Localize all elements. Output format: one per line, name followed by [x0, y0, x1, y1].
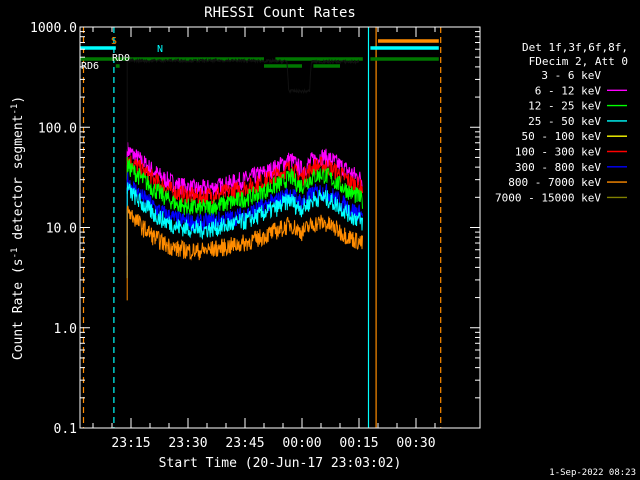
x-tick-label: 00:00 — [282, 436, 321, 451]
legend-label: 300 - 800 keV — [515, 161, 601, 174]
chart-title: RHESSI Count Rates — [204, 5, 356, 21]
series-line-3-6-kev — [126, 57, 360, 95]
y-axis-label-main: Count Rate (s — [11, 258, 26, 360]
x-tick-label: 23:45 — [225, 436, 264, 451]
y-tick-label: 1000.0 — [30, 21, 77, 36]
series-line-25-50-kev — [126, 182, 363, 240]
y-tick-label: 100.0 — [38, 121, 77, 136]
legend-label: 3 - 6 keV — [541, 69, 601, 82]
y-tick-label: 0.1 — [54, 422, 77, 437]
x-tick-label: 00:15 — [339, 436, 378, 451]
footer-timestamp: 1-Sep-2022 08:23 — [549, 468, 636, 478]
y-tick-label: 10.0 — [46, 222, 77, 237]
plot-area — [80, 27, 442, 428]
legend-header: Det 1f,3f,6f,8f, — [522, 41, 628, 54]
y-axis-label: Count Rate (s-1 detector segment-1) — [10, 96, 26, 360]
legend-label: 7000 - 15000 keV — [495, 191, 601, 204]
flag-label-s: S — [111, 36, 117, 47]
series-line-100-300-kev — [126, 155, 363, 206]
legend-label: 12 - 25 keV — [528, 100, 601, 113]
legend-header: FDecim 2, Att 0 — [529, 55, 628, 68]
y-tick-label: 1.0 — [54, 322, 77, 337]
x-tick-label: 00:30 — [396, 436, 435, 451]
series-line-6-12-kev — [126, 142, 363, 197]
flag-label-rd0: RD0 — [112, 53, 130, 64]
series-line-12-25-kev — [126, 156, 363, 217]
legend-label: 25 - 50 keV — [528, 115, 601, 128]
x-axis-label: Start Time (20-Jun-17 23:03:02) — [159, 456, 402, 471]
x-tick-label: 23:30 — [168, 436, 207, 451]
y-axis-label-sup2: -1 — [10, 104, 20, 115]
x-tick-label: 23:15 — [111, 436, 150, 451]
flag-label-rd6: RD6 — [81, 61, 99, 72]
series-line-800-7000-kev — [126, 205, 363, 261]
flag-label-n: N — [157, 44, 163, 55]
legend-label: 6 - 12 keV — [535, 84, 602, 97]
legend-label: 50 - 100 keV — [522, 130, 602, 143]
y-axis-label-rest: detector segment — [11, 115, 26, 248]
y-axis-label-sup: -1 — [10, 248, 20, 259]
y-axis-label-close: ) — [11, 96, 26, 104]
legend-label: 800 - 7000 keV — [508, 176, 601, 189]
legend-label: 100 - 300 keV — [515, 146, 601, 159]
